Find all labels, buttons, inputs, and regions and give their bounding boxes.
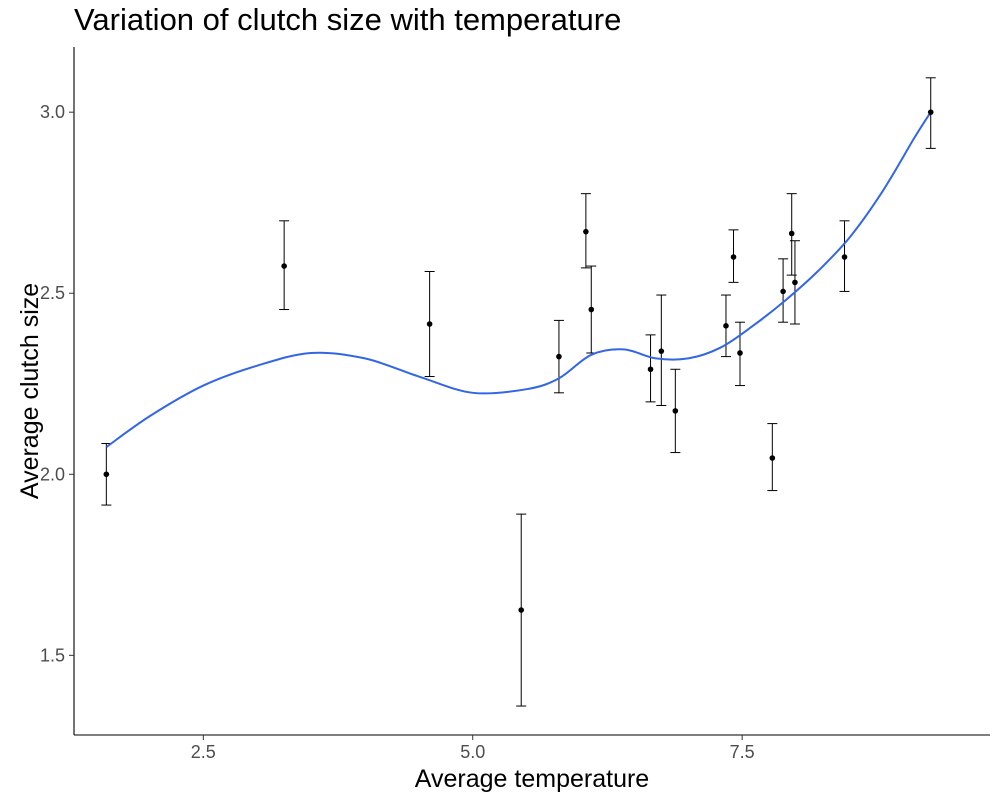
x-tick-label: 2.5	[191, 742, 216, 762]
data-point	[841, 254, 848, 260]
data-point	[788, 230, 795, 237]
y-tick-label: 1.5	[40, 645, 65, 665]
axes	[73, 47, 990, 736]
data-point	[737, 350, 743, 356]
data-point	[556, 353, 562, 360]
y-tick-label: 3.0	[40, 102, 65, 122]
data-point	[658, 348, 665, 354]
x-tick-label: 7.5	[730, 742, 755, 762]
data-point	[792, 279, 798, 286]
data-point	[647, 366, 654, 373]
data-point	[583, 228, 589, 235]
data-point	[426, 321, 433, 327]
data-point	[723, 323, 729, 329]
data-point	[730, 254, 737, 260]
y-axis-title: Average clutch size	[16, 283, 44, 499]
data-point	[769, 455, 776, 461]
data-point	[672, 408, 679, 414]
data-point	[103, 471, 110, 478]
data-point	[780, 288, 786, 295]
data-point	[588, 306, 595, 313]
x-axis-title: Average temperature	[415, 765, 649, 793]
data-point	[518, 607, 525, 613]
x-tick-label: 5.0	[460, 742, 485, 762]
y-tick-label: 2.5	[40, 283, 65, 303]
data-points	[103, 109, 934, 613]
error-bars	[101, 77, 936, 707]
smoothed-trend-line	[105, 111, 932, 448]
data-point	[927, 109, 934, 115]
y-axis-ticks: 1.5 2.0 2.5 3.0	[40, 102, 74, 665]
x-axis-ticks: 2.5 5.0 7.5	[191, 735, 755, 762]
chart-title: Variation of clutch size with temperatur…	[74, 2, 622, 37]
data-point	[281, 263, 287, 269]
y-tick-label: 2.0	[40, 464, 65, 484]
